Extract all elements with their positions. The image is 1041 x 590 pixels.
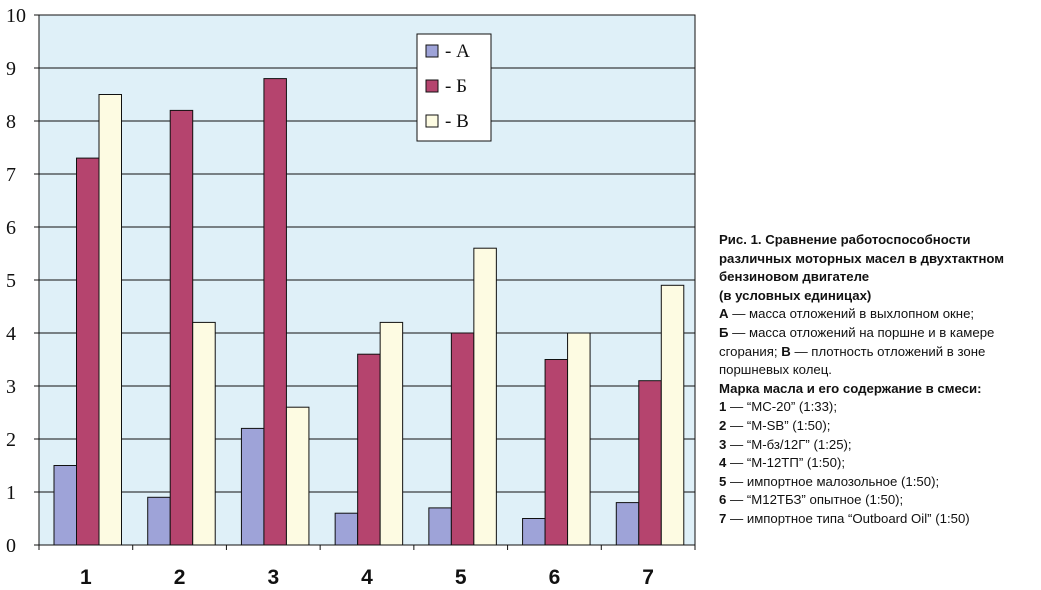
y-tick-label: 6 bbox=[6, 217, 16, 239]
brand-text: — “М-12ТП” (1:50); bbox=[726, 455, 845, 471]
bar bbox=[660, 284, 685, 546]
bar bbox=[169, 109, 194, 546]
x-tick-label: 5 bbox=[455, 566, 467, 589]
bar bbox=[263, 78, 287, 546]
bar bbox=[98, 94, 122, 546]
bar bbox=[567, 332, 591, 546]
bar bbox=[638, 380, 662, 546]
y-tick-label: 0 bbox=[6, 535, 16, 557]
brand-text: — импортное типа “Outboard Oil” (1:50) bbox=[726, 510, 970, 526]
brand-num: 5 bbox=[719, 473, 727, 489]
y-tick-label: 7 bbox=[6, 164, 16, 186]
x-tick-label: 1 bbox=[80, 566, 92, 589]
legend-label: - В bbox=[445, 111, 469, 132]
y-tick-label: 1 bbox=[6, 482, 16, 504]
x-tick-label: 6 bbox=[549, 566, 561, 589]
legend: - А - Б - В bbox=[416, 33, 492, 142]
brand-num: 6 bbox=[719, 492, 727, 508]
bars bbox=[53, 78, 685, 546]
bar bbox=[428, 507, 452, 546]
x-axis-ticks: 1 2 3 4 5 6 7 bbox=[38, 545, 696, 589]
bar bbox=[544, 359, 569, 546]
y-axis-ticks: 0 1 2 3 4 5 6 7 8 9 10 bbox=[6, 5, 39, 557]
y-tick-label: 9 bbox=[6, 58, 16, 80]
bar bbox=[450, 332, 475, 546]
legend-swatch bbox=[425, 44, 439, 58]
y-tick-label: 5 bbox=[6, 270, 16, 292]
legend-label: - Б bbox=[445, 76, 467, 97]
bar bbox=[379, 321, 404, 546]
def-text-b: — масса отложений на поршне и в камере с… bbox=[719, 324, 995, 359]
bar bbox=[473, 247, 497, 546]
brand-text: — “М12ТБЗ” опытное (1:50); bbox=[726, 492, 904, 508]
y-tick-label: 2 bbox=[6, 429, 16, 451]
bar bbox=[192, 321, 216, 546]
brand-heading: Марка масла и его содержание в смеси: bbox=[719, 380, 982, 396]
caption-title: Рис. 1. Сравнение работоспособности разл… bbox=[719, 232, 1005, 285]
def-key-v: В bbox=[781, 343, 791, 359]
bar bbox=[334, 512, 359, 546]
figure-caption: Рис. 1. Сравнение работоспособности разл… bbox=[719, 231, 1037, 529]
legend-swatch bbox=[425, 114, 439, 128]
bar bbox=[285, 406, 310, 546]
brand-num: 2 bbox=[719, 417, 727, 433]
brand-num: 1 bbox=[719, 399, 727, 415]
def-key-a: А bbox=[719, 306, 729, 322]
x-tick-label: 2 bbox=[174, 566, 186, 589]
brand-num: 3 bbox=[719, 436, 727, 452]
bar bbox=[522, 518, 546, 546]
brand-text: — импортное малозольное (1:50); bbox=[726, 473, 940, 489]
x-tick-label: 4 bbox=[361, 566, 373, 589]
bar bbox=[615, 502, 640, 546]
def-text-a: — масса отложений в выхлопном окне; bbox=[728, 306, 975, 322]
bar bbox=[53, 465, 77, 546]
bar-chart: 0 1 2 3 4 5 6 7 8 9 10 1 2 3 4 5 6 7 - А - Б - В bbox=[6, 5, 696, 589]
brand-num: 4 bbox=[719, 455, 727, 471]
brand-text: — “М-бз/12Г” (1:25); bbox=[726, 436, 852, 452]
bar bbox=[76, 157, 100, 546]
x-tick-label: 7 bbox=[642, 566, 654, 589]
y-tick-label: 10 bbox=[6, 5, 26, 27]
legend-swatch bbox=[425, 79, 439, 93]
brand-list: 1 — “МС-20” (1:33); 2 — “M-SB” (1:50); 3… bbox=[719, 398, 1037, 528]
brand-num: 7 bbox=[719, 510, 727, 526]
def-key-b: Б bbox=[719, 324, 729, 340]
brand-text: — “M-SB” (1:50); bbox=[726, 417, 831, 433]
brand-text: — “МС-20” (1:33); bbox=[726, 399, 837, 415]
y-tick-label: 8 bbox=[6, 111, 16, 133]
caption-definitions: А — масса отложений в выхлопном окне; Б … bbox=[719, 305, 1037, 379]
y-tick-label: 4 bbox=[6, 323, 16, 345]
bar bbox=[240, 427, 265, 546]
def-text-v: — плотность отложений в зоне поршневых к… bbox=[719, 343, 986, 378]
legend-label: - А bbox=[445, 41, 470, 62]
bar bbox=[147, 496, 171, 546]
caption-subtitle: (в условных единицах) bbox=[719, 287, 872, 303]
y-tick-label: 3 bbox=[6, 376, 16, 398]
x-tick-label: 3 bbox=[267, 566, 279, 589]
bar bbox=[357, 353, 381, 546]
